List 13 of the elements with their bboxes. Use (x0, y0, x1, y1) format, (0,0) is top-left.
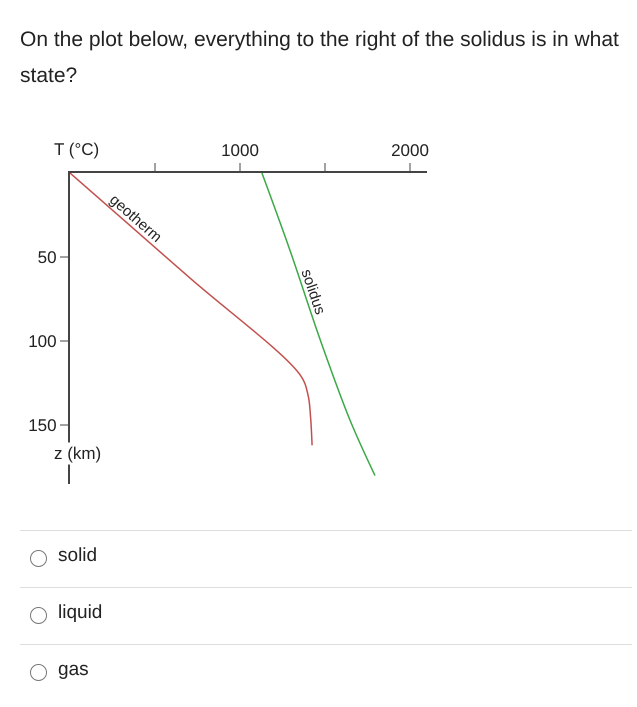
text: liquid (58, 602, 102, 624)
y-tick-label: 100 (28, 332, 57, 352)
text: solidus (297, 267, 329, 317)
x-tick-label: 2000 (391, 141, 429, 160)
x-tick-label: 1000 (221, 141, 259, 160)
text: gas (58, 659, 89, 681)
y-axis-title: z (km) (54, 444, 102, 463)
text: solid (58, 545, 98, 567)
y-tick-label: 50 (38, 248, 57, 267)
y-tick-label: 150 (28, 416, 57, 436)
x-axis-title: T (°C) (54, 140, 100, 159)
line-series (261, 173, 376, 476)
chart-title: On the plot below, everything to the right of the solidus is in what state? (20, 27, 620, 89)
